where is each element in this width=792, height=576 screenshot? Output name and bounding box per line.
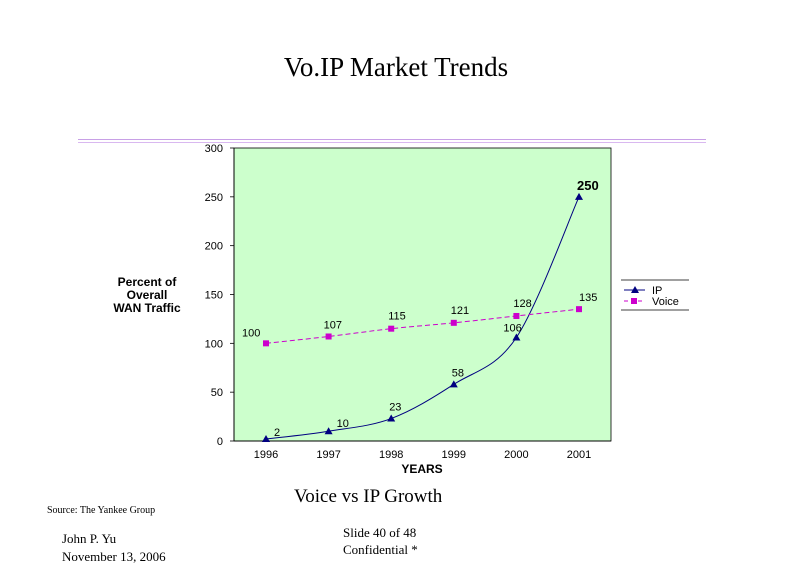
y-tick-label: 50 <box>211 387 223 399</box>
legend-voice-label: Voice <box>652 296 679 308</box>
x-tick-labels: 1996 1997 1998 1999 2000 2001 <box>254 449 591 461</box>
x-axis-label: YEARS <box>401 462 442 476</box>
voice-point-marker <box>388 325 395 332</box>
voice-point-marker <box>263 340 269 347</box>
y-tick-label: 0 <box>217 436 223 448</box>
ip-point-marker <box>387 414 396 422</box>
ip-point-marker <box>324 427 333 435</box>
wan-traffic-chart: 0 50 100 150 200 250 300 1996 1997 1998 1999 2000 2… <box>113 143 689 476</box>
y-tick-label: 250 <box>205 192 223 204</box>
ip-data-label: 2 <box>274 427 280 439</box>
legend-ip-triangle-icon <box>631 286 639 293</box>
y-tick-labels: 0 50 100 150 200 250 300 <box>205 143 234 448</box>
legend-voice-square-icon <box>631 298 637 304</box>
title-divider <box>78 139 706 140</box>
y-tick-label: 200 <box>205 241 223 253</box>
y-axis-label-line-1: Percent of <box>118 275 178 289</box>
ip-data-label: 106 <box>503 322 521 334</box>
data-labels: 2 10 23 58 106 250 100 107 115 121 128 135 <box>242 178 599 439</box>
slide-number: Slide 40 of 48 <box>343 525 417 540</box>
voice-data-label: 107 <box>324 319 342 331</box>
slide-footer: Slide 40 of 48 Confidential * <box>343 524 418 558</box>
x-tick-label: 1998 <box>379 449 403 461</box>
presentation-date: November 13, 2006 <box>62 549 166 564</box>
ip-data-label: 58 <box>452 367 464 379</box>
voice-data-label: 135 <box>579 292 597 304</box>
plot-area <box>233 147 612 442</box>
ip-point-marker <box>449 380 458 388</box>
x-tick-label: 1999 <box>442 449 466 461</box>
series-line-voice <box>265 308 580 344</box>
y-axis-label-line-3: WAN Traffic <box>113 301 181 315</box>
voice-point-marker <box>576 306 582 313</box>
ip-point-marker <box>512 333 521 341</box>
voice-point-marker <box>325 333 332 340</box>
y-axis-label-line-2: Overall <box>127 288 168 302</box>
ip-data-label: 10 <box>337 418 349 430</box>
voice-data-label: 115 <box>388 311 406 323</box>
chart-caption: Voice vs IP Growth <box>294 486 443 507</box>
title-divider-lower <box>78 142 706 143</box>
x-tick-label: 2001 <box>567 449 591 461</box>
x-tick-label: 1997 <box>316 449 340 461</box>
slide-title: Vo.IP Market Trends <box>283 52 509 82</box>
confidential-note: Confidential * <box>343 542 418 557</box>
x-tick-label: 2000 <box>504 449 528 461</box>
legend-ip-label: IP <box>652 285 662 297</box>
source-note: Source: The Yankee Group <box>47 505 156 516</box>
ip-point-marker <box>575 192 583 200</box>
ip-data-label: 23 <box>389 402 401 414</box>
voice-data-label: 121 <box>451 305 469 317</box>
y-tick-label: 100 <box>205 338 223 350</box>
ip-point-marker <box>262 435 270 443</box>
legend-box <box>621 280 689 310</box>
y-tick-label: 150 <box>205 290 223 302</box>
legend: IP Voice <box>621 279 689 311</box>
voice-point-marker <box>450 319 457 326</box>
y-tick-label: 300 <box>205 143 223 155</box>
x-tick-label: 1996 <box>254 449 278 461</box>
voice-data-label: 128 <box>513 298 531 310</box>
series-markers <box>262 192 583 443</box>
ip-data-label: 250 <box>577 178 599 193</box>
author-name: John P. Yu <box>62 531 117 546</box>
voice-data-label: 100 <box>242 327 260 339</box>
voice-point-marker <box>513 312 520 319</box>
author-block: John P. Yu November 13, 2006 <box>62 530 166 566</box>
